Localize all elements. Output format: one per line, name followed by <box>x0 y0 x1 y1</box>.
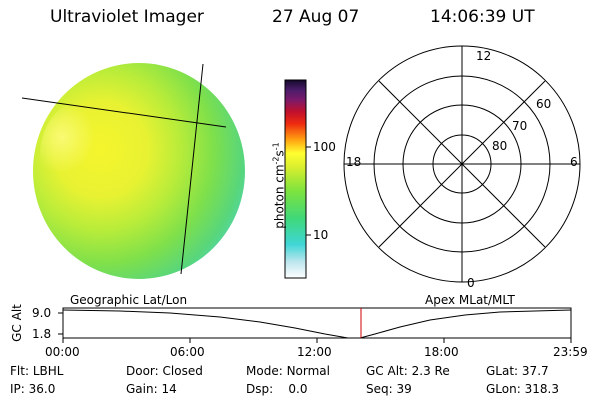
x-tick-label: 12:00 <box>297 345 332 359</box>
filter-label: Flt: <box>10 364 29 378</box>
filter-value: LBHL <box>32 364 64 378</box>
gc-alt-axis-title: GC Alt <box>10 304 24 342</box>
units-exp: -2 <box>271 156 281 165</box>
dsp-status: Dsp: 0.0 <box>246 382 308 396</box>
uv-bright-region <box>40 95 150 215</box>
instrument-title: Ultraviolet Imager <box>50 7 204 27</box>
y-tick-label: 9.0 <box>32 306 52 320</box>
colorbar <box>284 79 311 279</box>
y-tick-label: 1.8 <box>32 327 52 341</box>
dsp-value: 0.0 <box>288 382 308 396</box>
door-label: Door: <box>126 364 159 378</box>
colorbar-units-label: photon cm-2s-1 <box>272 131 287 241</box>
orbit-strip <box>58 307 572 343</box>
x-tick-label: 00:00 <box>45 345 80 359</box>
mlt-label-6: 6 <box>570 155 578 169</box>
glon-status: GLon: 318.3 <box>486 382 559 396</box>
mlt-label-18: 18 <box>346 155 362 169</box>
glat-label: GLat: <box>486 364 519 378</box>
mlat-label-70: 70 <box>512 119 528 133</box>
geographic-caption: Geographic Lat/Lon <box>70 293 188 307</box>
dsp-label: Dsp: <box>246 382 274 396</box>
gc-alt-status: GC Alt: 2.3 Re <box>366 364 450 378</box>
gain-label: Gain: <box>126 382 158 396</box>
gain-value: 14 <box>161 382 177 396</box>
colorbar-tick-label: 10 <box>313 228 329 242</box>
colorbar-scale <box>284 79 307 279</box>
gain-status: Gain: 14 <box>126 382 177 396</box>
orbit-plot-frame <box>62 307 572 339</box>
x-tick-label: 18:00 <box>424 345 459 359</box>
mlt-label-0: 0 <box>467 276 475 290</box>
mlat-label-80: 80 <box>492 139 508 153</box>
uv-image <box>21 63 245 279</box>
mlat-label-60: 60 <box>536 97 552 111</box>
altitude-curve <box>62 309 572 339</box>
ip-value: 36.0 <box>28 382 56 396</box>
seq-status: Seq: 39 <box>366 382 412 396</box>
mlt-label-12: 12 <box>476 49 492 63</box>
door-status: Door: Closed <box>126 364 203 378</box>
mode-label: Mode: <box>246 364 283 378</box>
glon-label: GLon: <box>486 382 521 396</box>
mode-value: Normal <box>286 364 330 378</box>
date-label: 27 Aug 07 <box>272 7 360 27</box>
filter-status: Flt: LBHL <box>10 364 63 378</box>
glon-value: 318.3 <box>524 382 559 396</box>
ip-status: IP: 36.0 <box>10 382 55 396</box>
polar-plot <box>343 45 581 283</box>
x-tick-label: 06:00 <box>170 345 205 359</box>
seq-label: Seq: <box>366 382 393 396</box>
units-s-exp: -1 <box>271 142 281 151</box>
gc-alt-label: GC Alt: <box>366 364 408 378</box>
latitude-grid-line <box>21 97 227 128</box>
ip-label: IP: <box>10 382 25 396</box>
longitude-grid-line <box>180 63 204 275</box>
units-s: s <box>272 150 287 157</box>
apex-caption: Apex MLat/MLT <box>425 293 515 307</box>
units-text: photon cm <box>272 164 287 229</box>
mode-status: Mode: Normal <box>246 364 330 378</box>
time-label: 14:06:39 UT <box>430 7 535 27</box>
glat-value: 37.7 <box>521 364 549 378</box>
x-tick-label: 23:59 <box>553 345 588 359</box>
polar-diagonal <box>378 80 546 248</box>
door-value: Closed <box>162 364 203 378</box>
gc-alt-value: 2.3 Re <box>411 364 450 378</box>
glat-status: GLat: 37.7 <box>486 364 549 378</box>
colorbar-tick-label: 100 <box>313 140 336 154</box>
seq-value: 39 <box>396 382 412 396</box>
